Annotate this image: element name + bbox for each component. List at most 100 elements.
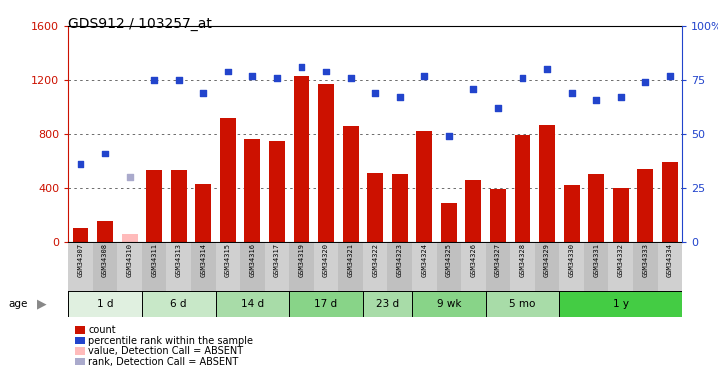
Bar	[142, 291, 215, 317]
Point	[590, 97, 602, 103]
Bar	[441, 203, 457, 242]
Text: GSM34317: GSM34317	[274, 243, 280, 278]
Text: GSM34314: GSM34314	[200, 243, 206, 278]
Bar	[338, 242, 363, 291]
Point	[271, 75, 283, 81]
Point	[443, 133, 454, 139]
Text: GSM34319: GSM34319	[299, 243, 304, 278]
Bar	[171, 171, 187, 242]
Bar	[97, 221, 113, 242]
Text: 14 d: 14 d	[241, 299, 264, 309]
Text: count: count	[88, 325, 116, 335]
Point	[197, 90, 209, 96]
Bar	[412, 242, 437, 291]
Text: 17 d: 17 d	[314, 299, 337, 309]
Point	[541, 66, 553, 72]
Text: GSM34321: GSM34321	[348, 243, 353, 278]
Text: 1 d: 1 d	[97, 299, 113, 309]
Text: GSM34322: GSM34322	[372, 243, 378, 278]
Bar	[662, 162, 678, 242]
Text: 23 d: 23 d	[376, 299, 399, 309]
Bar	[490, 189, 506, 242]
Text: 5 mo: 5 mo	[509, 299, 536, 309]
Point	[493, 105, 504, 111]
Point	[247, 73, 258, 79]
Text: GSM34334: GSM34334	[667, 243, 673, 278]
Bar	[515, 135, 531, 242]
Bar	[167, 242, 191, 291]
Text: GSM34308: GSM34308	[102, 243, 108, 278]
Text: GSM34320: GSM34320	[323, 243, 329, 278]
Text: GSM34329: GSM34329	[544, 243, 550, 278]
Text: GSM34307: GSM34307	[78, 243, 83, 278]
Bar	[461, 242, 485, 291]
Bar	[539, 124, 555, 242]
Bar	[535, 242, 559, 291]
Bar	[342, 126, 358, 242]
Bar	[289, 291, 363, 317]
Bar	[117, 242, 142, 291]
Text: rank, Detection Call = ABSENT: rank, Detection Call = ABSENT	[88, 357, 238, 366]
Point	[517, 75, 528, 81]
Point	[640, 80, 651, 86]
Text: GSM34326: GSM34326	[470, 243, 476, 278]
Bar	[314, 242, 338, 291]
Text: GSM34325: GSM34325	[446, 243, 452, 278]
Point	[394, 94, 406, 100]
Text: ▶: ▶	[37, 298, 47, 310]
Bar	[633, 242, 658, 291]
Point	[99, 150, 111, 156]
Bar	[215, 291, 289, 317]
Bar	[265, 242, 289, 291]
Bar	[608, 242, 633, 291]
Text: 6 d: 6 d	[170, 299, 187, 309]
Bar	[412, 291, 485, 317]
Point	[320, 69, 332, 75]
Bar	[392, 174, 408, 242]
Bar	[584, 242, 608, 291]
Bar	[437, 242, 461, 291]
Text: GSM34311: GSM34311	[151, 243, 157, 278]
Text: value, Detection Call = ABSENT: value, Detection Call = ABSENT	[88, 346, 243, 356]
Bar	[289, 242, 314, 291]
Text: GSM34310: GSM34310	[126, 243, 133, 278]
Point	[615, 94, 626, 100]
Bar	[658, 242, 682, 291]
Bar	[612, 188, 629, 242]
Bar	[638, 169, 653, 242]
Bar	[510, 242, 535, 291]
Point	[123, 174, 135, 180]
Text: 1 y: 1 y	[612, 299, 629, 309]
Bar	[318, 84, 334, 242]
Bar	[588, 174, 604, 242]
Point	[149, 77, 160, 83]
Bar	[485, 242, 510, 291]
Text: 9 wk: 9 wk	[437, 299, 461, 309]
Bar	[68, 291, 142, 317]
Bar	[465, 180, 481, 242]
Bar	[146, 171, 162, 242]
Text: GSM34333: GSM34333	[643, 243, 648, 278]
Bar	[564, 185, 579, 242]
Bar	[220, 118, 236, 242]
Text: GSM34324: GSM34324	[421, 243, 427, 278]
Point	[173, 77, 185, 83]
Point	[75, 161, 86, 167]
Bar	[363, 242, 388, 291]
Point	[296, 64, 307, 70]
Text: GSM34315: GSM34315	[225, 243, 230, 278]
Bar	[93, 242, 117, 291]
Point	[369, 90, 381, 96]
Bar	[240, 242, 265, 291]
Point	[566, 90, 577, 96]
Bar	[416, 131, 432, 242]
Text: GSM34313: GSM34313	[176, 243, 182, 278]
Bar	[363, 291, 412, 317]
Text: GSM34330: GSM34330	[569, 243, 574, 278]
Bar	[388, 242, 412, 291]
Bar	[485, 291, 559, 317]
Point	[664, 73, 676, 79]
Bar	[269, 141, 285, 242]
Text: GDS912 / 103257_at: GDS912 / 103257_at	[68, 17, 212, 31]
Bar	[68, 242, 93, 291]
